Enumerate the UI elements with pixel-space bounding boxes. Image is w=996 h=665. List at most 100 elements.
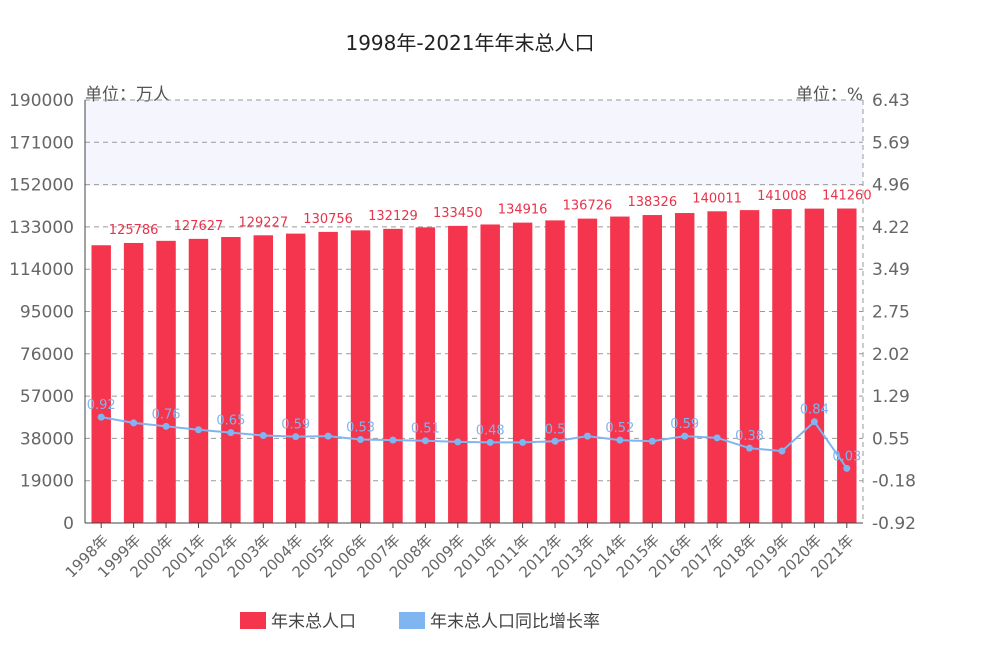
line-point <box>130 419 138 427</box>
line-value-label: 0.92 <box>87 398 116 413</box>
line-point <box>843 464 851 472</box>
right-unit-label: 单位：% <box>796 85 863 105</box>
bar <box>188 238 209 523</box>
bar <box>318 231 338 523</box>
line-point <box>616 436 624 444</box>
line-point <box>292 433 300 441</box>
bar <box>415 227 436 523</box>
line-point <box>746 444 754 452</box>
bar <box>221 237 241 523</box>
left-tick-label: 133000 <box>9 218 74 238</box>
right-tick-label: -0.18 <box>872 472 916 492</box>
line-point <box>551 437 559 445</box>
line-point <box>389 436 397 444</box>
bar-value-label: 140011 <box>692 191 742 206</box>
bar-value-label: 134916 <box>498 203 548 218</box>
right-tick-label: 4.96 <box>872 176 910 196</box>
right-tick-label: 1.29 <box>872 387 910 407</box>
bar <box>350 230 371 524</box>
right-tick-label: 5.69 <box>872 133 910 153</box>
left-unit-label: 单位：万人 <box>85 85 170 105</box>
bar <box>610 216 630 524</box>
bar <box>156 240 176 523</box>
line-point <box>97 413 105 421</box>
line-value-label: 0.5 <box>545 422 566 437</box>
bar-value-label: 141008 <box>757 189 807 204</box>
line-value-label: 0.03 <box>832 449 861 464</box>
legend-bar-label[interactable]: 年末总人口 <box>271 612 356 632</box>
data-labels: 125786 127627 129227 130756 132129 133450 1349… <box>87 189 872 465</box>
line-point <box>227 429 235 437</box>
line-value-label: 0.59 <box>670 417 699 432</box>
line-point <box>162 422 170 430</box>
bar <box>448 225 468 523</box>
right-tick-label: 6.43 <box>872 91 910 111</box>
right-tick-label: 3.49 <box>872 260 910 280</box>
bar <box>480 224 500 524</box>
legend-line-swatch <box>399 612 425 629</box>
left-tick-label: 95000 <box>20 303 74 323</box>
bar <box>512 222 533 523</box>
bar <box>383 228 403 524</box>
line-point <box>648 437 656 445</box>
bar <box>91 245 111 523</box>
bar-value-label: 130756 <box>303 212 353 227</box>
left-tick-label: 114000 <box>9 260 74 280</box>
line-point <box>486 438 494 446</box>
line-value-label: 0.52 <box>605 421 634 436</box>
left-tick-label: 190000 <box>9 91 74 111</box>
left-tick-label: 38000 <box>20 429 74 449</box>
bar <box>804 208 825 523</box>
line-series <box>97 413 851 472</box>
bar <box>739 210 760 523</box>
line-value-label: 0.65 <box>216 414 245 429</box>
bar-value-label: 133450 <box>433 206 483 221</box>
line-point <box>810 418 818 426</box>
bar <box>837 208 857 524</box>
bar <box>545 220 565 523</box>
bar-series <box>91 208 857 524</box>
bar <box>123 242 144 524</box>
bar <box>674 213 695 523</box>
line-point <box>681 432 689 440</box>
line-value-label: 0.48 <box>476 423 505 438</box>
line-point <box>583 432 591 440</box>
left-tick-label: 19000 <box>20 472 74 492</box>
left-tick-label: 152000 <box>9 176 74 196</box>
bar <box>642 215 663 523</box>
left-tick-label: 171000 <box>9 133 74 153</box>
line-value-label: 0.38 <box>735 429 764 444</box>
line-point <box>713 434 721 442</box>
legend-bar-swatch <box>240 612 266 629</box>
bar-value-label: 125786 <box>109 223 159 238</box>
line-point <box>194 426 202 434</box>
line-point <box>778 447 786 455</box>
bar <box>707 211 727 523</box>
bar-value-label: 136726 <box>563 199 613 214</box>
legend[interactable]: 年末总人口 年末总人口同比增长率 <box>240 612 600 632</box>
right-tick-label: 4.22 <box>872 218 910 238</box>
growth-rate-line <box>101 416 848 469</box>
line-value-label: 0.59 <box>281 418 310 433</box>
line-point <box>519 438 527 446</box>
legend-line-label[interactable]: 年末总人口同比增长率 <box>430 612 600 632</box>
line-point <box>324 432 332 440</box>
left-tick-label: 57000 <box>20 387 74 407</box>
left-tick-label: 76000 <box>20 345 74 365</box>
plot-band <box>85 100 863 186</box>
bar <box>772 209 792 524</box>
right-tick-label: -0.92 <box>872 514 916 534</box>
line-point <box>357 436 365 444</box>
bar-value-label: 141260 <box>822 189 872 204</box>
bar <box>285 233 306 524</box>
right-tick-label: 2.75 <box>872 303 910 323</box>
right-tick-label: 2.02 <box>872 345 910 365</box>
left-tick-label: 0 <box>63 514 74 534</box>
chart-title: 1998年-2021年年末总人口 <box>345 31 594 55</box>
right-tick-label: 0.55 <box>872 429 910 449</box>
line-point <box>454 438 462 446</box>
line-value-label: 0.53 <box>346 421 375 436</box>
line-point <box>259 432 267 440</box>
line-value-label: 0.84 <box>800 403 829 418</box>
